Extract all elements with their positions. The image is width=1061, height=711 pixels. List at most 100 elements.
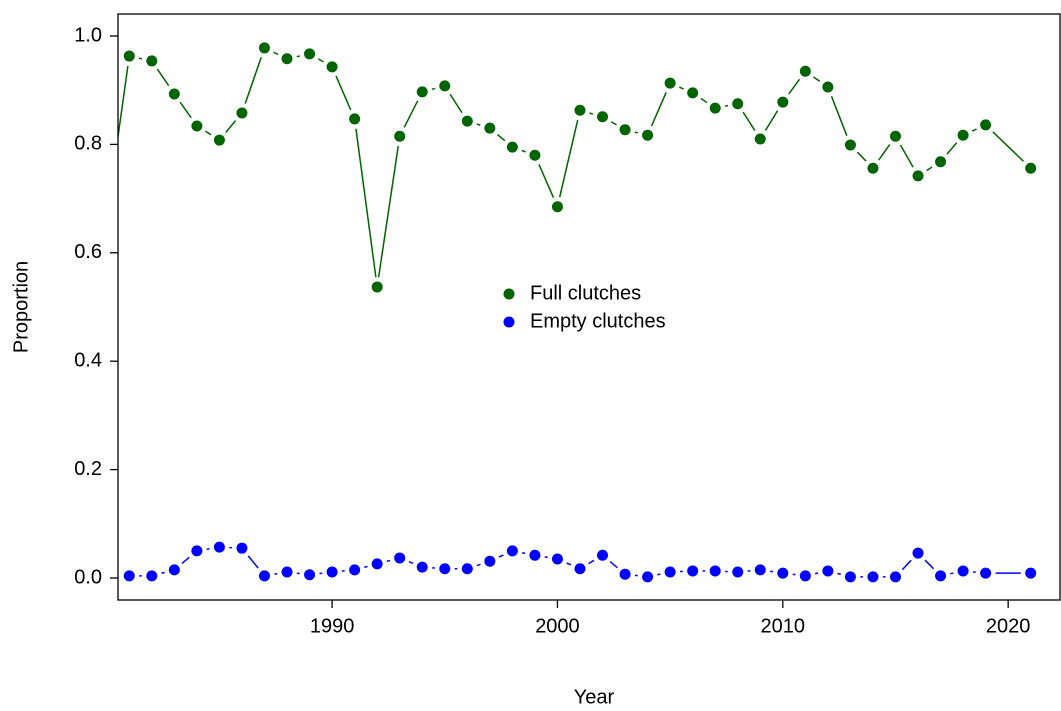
point [349,564,361,576]
point [506,141,518,153]
point [168,564,180,576]
plot-frame [117,13,1061,601]
point [168,88,180,100]
point [822,565,834,577]
point [146,570,158,582]
point [1025,162,1037,174]
point [574,104,586,116]
plot-area [97,37,1041,587]
y-tick-label: 0.0 [74,566,102,588]
point [664,566,676,578]
point [980,567,992,579]
y-tick-label: 1.0 [74,24,102,46]
point [957,565,969,577]
y-tick-label: 0.6 [74,241,102,263]
point [551,553,563,565]
point [687,565,699,577]
x-axis-label: Year [574,686,615,708]
point [529,149,541,161]
point [799,65,811,77]
point [551,201,563,213]
point [732,566,744,578]
series-line [118,46,1032,288]
y-tick-label: 0.2 [74,458,102,480]
point [912,547,924,559]
point [123,50,135,62]
point [912,170,924,182]
legend-marker [503,288,515,300]
point-halo [97,207,117,227]
legend-marker [503,316,515,328]
point [304,569,316,581]
point [236,107,248,119]
point [461,115,473,127]
point [957,129,969,141]
point [1025,567,1037,579]
point [371,281,383,293]
y-axis-label: Proportion [10,261,32,353]
point [394,552,406,564]
point [664,77,676,89]
point [371,558,383,570]
point [236,542,248,554]
point [439,80,451,92]
y-tick-label: 0.4 [74,349,102,371]
point [281,566,293,578]
point [844,139,856,151]
point [687,87,699,99]
point [101,212,112,223]
point [326,61,338,73]
point [123,570,135,582]
point [597,549,609,561]
point [980,119,992,131]
point [574,563,586,575]
point [822,81,834,93]
series-line [129,546,1031,578]
point [889,571,901,583]
point [506,545,518,557]
point [777,96,789,108]
point [709,565,721,577]
point [349,113,361,125]
x-tick-label: 2000 [535,615,580,637]
point [709,102,721,114]
point [935,156,947,168]
legend-label: Empty clutches [530,310,666,332]
point [484,122,496,134]
point [191,120,203,132]
point [619,568,631,580]
point [394,130,406,142]
point [777,567,789,579]
y-tick-label: 0.8 [74,133,102,155]
point [642,571,654,583]
point [642,129,654,141]
point [191,545,203,557]
point [867,571,879,583]
point [597,111,609,123]
point [732,98,744,110]
point [461,563,473,575]
point [258,570,270,582]
point [258,42,270,54]
point [439,563,451,575]
point [281,53,293,65]
point [416,86,428,98]
point [304,48,316,60]
point [935,570,947,582]
point [326,566,338,578]
x-tick-label: 2010 [761,615,806,637]
point [799,570,811,582]
legend-label: Full clutches [530,282,641,304]
x-tick-label: 1990 [310,615,355,637]
point [867,162,879,174]
point [213,134,225,146]
point [754,564,766,576]
point [146,55,158,67]
point [416,561,428,573]
point [844,571,856,583]
point [754,133,766,145]
point [529,549,541,561]
point [213,541,225,553]
point [619,124,631,136]
